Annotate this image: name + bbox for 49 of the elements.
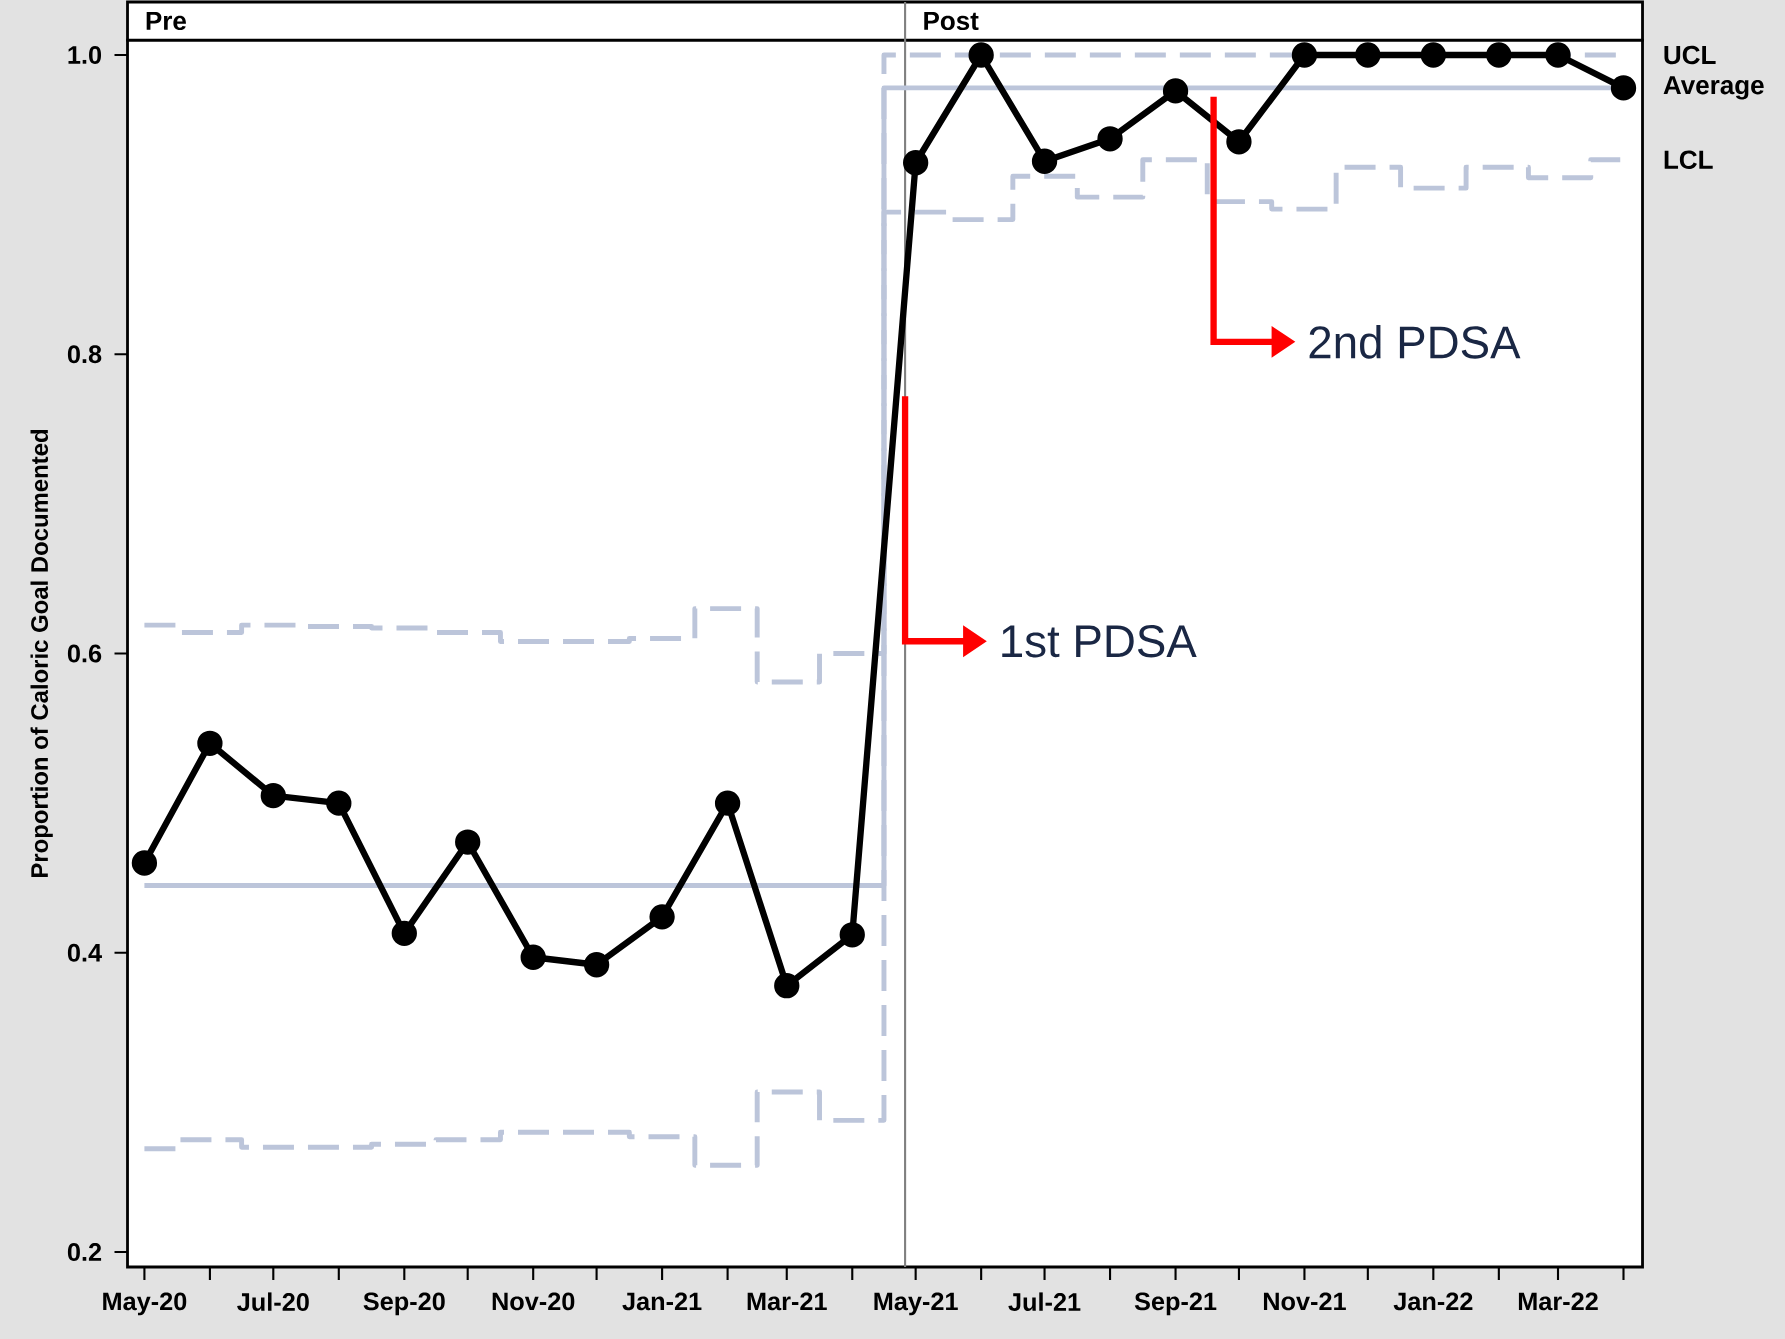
x-tick-label: Sep-21 [1134, 1292, 1217, 1316]
y-tick-label: 0.6 [67, 644, 102, 663]
text: Pre [146, 11, 186, 31]
point [1097, 126, 1123, 152]
y-tick-label: 0.4 [67, 943, 102, 962]
x-tick-label: Jan-21 [622, 1292, 702, 1311]
y-axis-title: Proportion of Caloric Goal Documented [30, 430, 53, 877]
point [902, 150, 929, 176]
series-label: LCL [1664, 150, 1713, 169]
point [260, 783, 286, 809]
point [1355, 42, 1381, 68]
ref-line-label: 2nd PDSA [1309, 325, 1521, 359]
text: Post [924, 11, 979, 31]
y-tick-label: 1.0 [68, 46, 102, 64]
point [1162, 78, 1189, 104]
point [649, 904, 675, 930]
point [1291, 42, 1318, 68]
point [839, 922, 865, 948]
x-tick-label: Nov-21 [1263, 1292, 1346, 1311]
x-tick-label: Mar-21 [747, 1292, 827, 1311]
point [968, 42, 994, 68]
point [1031, 148, 1058, 174]
x-tick-label: May-20 [103, 1292, 187, 1316]
point [1226, 129, 1252, 155]
point [197, 730, 223, 756]
point [455, 829, 481, 855]
point [1420, 42, 1446, 68]
point [1610, 75, 1637, 101]
point [714, 790, 741, 816]
y-tick-label: 0.8 [67, 345, 102, 364]
series-label: UCL [1664, 45, 1716, 65]
x-tick-label: May-21 [874, 1292, 958, 1316]
point [131, 850, 158, 876]
y-tick-label: 0.2 [67, 1243, 102, 1261]
point [774, 973, 800, 999]
x-tick-label: Sep-20 [363, 1292, 445, 1316]
point [391, 920, 417, 946]
x-tick-label: Jul-20 [237, 1292, 309, 1311]
point [583, 952, 610, 978]
x-tick-label: Jan-22 [1393, 1292, 1473, 1311]
x-tick-label: Nov-20 [492, 1292, 575, 1311]
ref-line-label: 1st PDSA [1002, 625, 1197, 658]
x-tick-label: Jul-21 [1008, 1292, 1081, 1311]
point [1486, 42, 1512, 68]
x-tick-label: Mar-22 [1518, 1292, 1598, 1311]
point [520, 944, 546, 970]
point [326, 790, 352, 816]
series-label: Average [1663, 76, 1764, 100]
point [1545, 42, 1571, 68]
